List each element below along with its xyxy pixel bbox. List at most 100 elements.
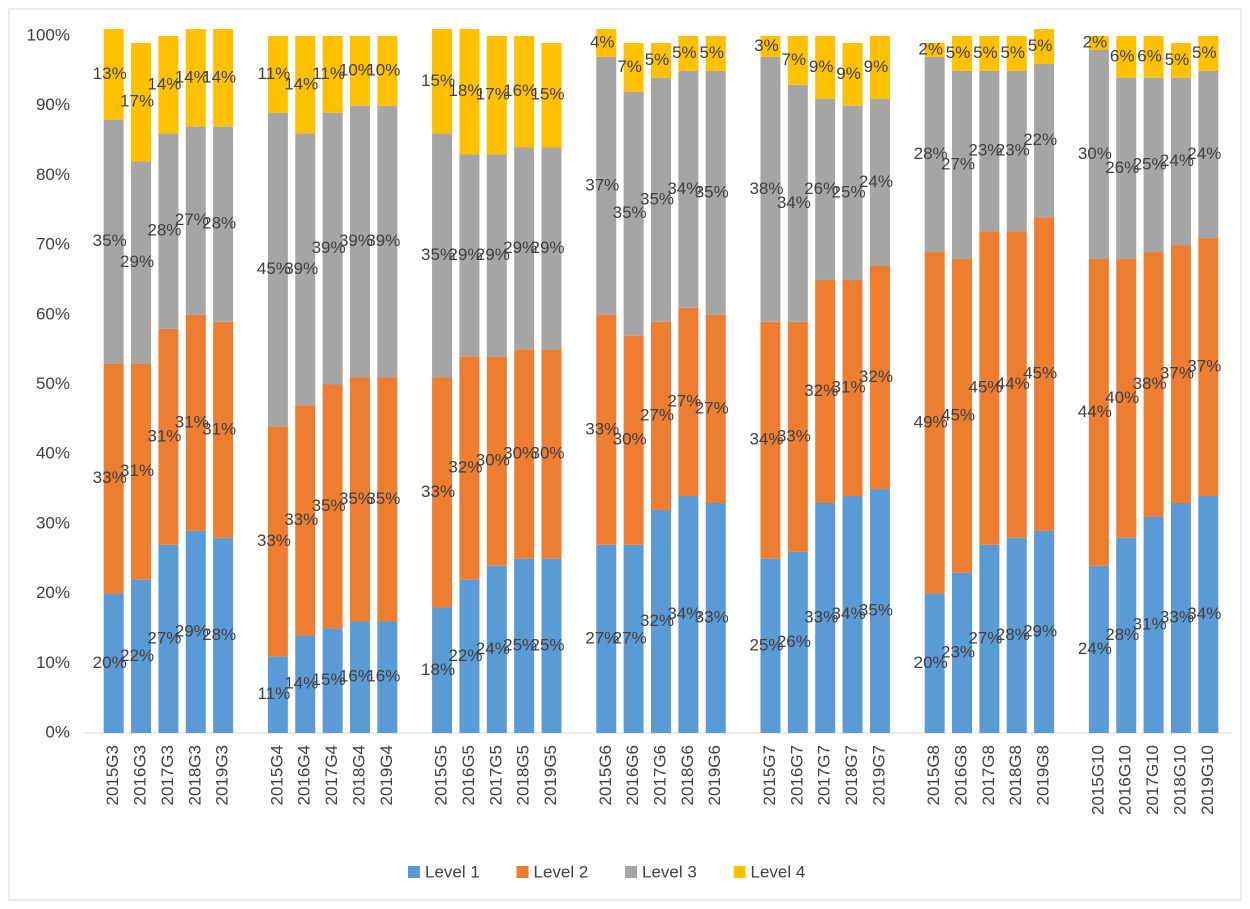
bar-segment	[596, 544, 617, 733]
data-label: 31%	[1133, 614, 1167, 633]
bar-segment	[760, 36, 781, 57]
data-label: 32%	[640, 611, 674, 630]
bar-segment	[459, 29, 480, 155]
bar-segment	[1170, 42, 1191, 78]
bar-segment	[924, 593, 945, 733]
bar-segment	[623, 42, 644, 92]
bar-segment	[459, 579, 480, 733]
x-tick-label: 2017G7	[815, 745, 834, 806]
bar-segment	[869, 489, 890, 733]
y-tick-label: 10%	[36, 653, 70, 672]
data-label: 35%	[640, 189, 674, 208]
bar-segment	[322, 112, 343, 385]
bar-segment	[952, 70, 973, 260]
data-label: 14%	[175, 67, 209, 86]
x-tick-label: 2017G5	[486, 745, 505, 806]
data-label: 27%	[613, 628, 647, 647]
bar-segment	[760, 321, 781, 559]
bar-segment	[842, 496, 863, 733]
data-label: 31%	[175, 412, 209, 431]
x-tick-label: 2019G6	[705, 745, 724, 806]
legend-label: Level 2	[534, 862, 589, 881]
data-label: 25%	[749, 635, 783, 654]
data-label: 24%	[476, 639, 510, 658]
x-tick-label: 2015G5	[432, 745, 451, 806]
data-label: 10%	[339, 60, 373, 79]
data-label: 29%	[531, 238, 565, 257]
bar-segment	[295, 133, 316, 406]
data-label: 5%	[1028, 36, 1053, 55]
y-tick-label: 20%	[36, 583, 70, 602]
data-label: 4%	[590, 32, 615, 51]
x-tick-label: 2019G8	[1034, 745, 1053, 806]
data-label: 28%	[914, 144, 948, 163]
bar-segment	[623, 91, 644, 336]
data-label: 25%	[503, 635, 537, 654]
data-label: 45%	[941, 405, 975, 424]
legend-label: Level 4	[751, 862, 806, 881]
data-label: 17%	[476, 85, 510, 104]
data-label: 16%	[339, 667, 373, 686]
data-label: 5%	[672, 43, 697, 62]
bar-segment	[1088, 36, 1109, 50]
data-label: 5%	[946, 43, 971, 62]
data-label: 24%	[1160, 151, 1194, 170]
data-label: 9%	[864, 57, 889, 76]
bar-segment	[158, 36, 179, 134]
data-label: 29%	[448, 245, 482, 264]
bar-segment	[678, 496, 699, 733]
bar-segment	[1198, 70, 1219, 239]
data-label: 14%	[284, 74, 318, 93]
data-label: 32%	[859, 367, 893, 386]
bar-segment	[349, 105, 370, 378]
data-label: 5%	[1000, 43, 1025, 62]
data-label: 27%	[941, 154, 975, 173]
data-label: 24%	[1078, 639, 1112, 658]
data-label: 33%	[257, 531, 291, 550]
bar-segment	[924, 42, 945, 57]
data-label: 27%	[968, 628, 1002, 647]
bar-segment	[349, 621, 370, 733]
data-label: 29%	[175, 621, 209, 640]
bar-segment	[1116, 537, 1137, 733]
bar-segment	[541, 558, 562, 733]
bar-segment	[952, 572, 973, 733]
bar-segment	[486, 356, 507, 566]
data-label: 28%	[147, 221, 181, 240]
bar-segment	[131, 42, 152, 162]
bar-segment	[103, 593, 124, 733]
data-label: 23%	[968, 140, 1002, 159]
data-label: 6%	[1137, 46, 1162, 65]
legend-swatch	[625, 866, 637, 878]
data-label: 34%	[749, 430, 783, 449]
bar-segment	[103, 29, 124, 120]
y-tick-label: 70%	[36, 235, 70, 254]
bar-segment	[815, 36, 836, 99]
data-label: 39%	[339, 231, 373, 250]
bar-segment	[1116, 259, 1137, 538]
bar-segment	[623, 544, 644, 733]
data-label: 27%	[175, 210, 209, 229]
bar-segment	[815, 279, 836, 503]
x-tick-label: 2018G8	[1006, 745, 1025, 806]
bar-segment	[514, 349, 535, 559]
x-tick-label: 2018G6	[678, 745, 697, 806]
x-tick-label: 2015G10	[1088, 745, 1107, 815]
x-tick-label: 2016G10	[1116, 745, 1135, 815]
data-label: 2%	[918, 39, 943, 58]
bar-segment	[705, 36, 726, 71]
bar-segment	[651, 509, 671, 733]
data-label: 33%	[284, 510, 318, 529]
data-label: 35%	[695, 182, 729, 201]
data-label: 35%	[421, 245, 455, 264]
bar-segment	[1006, 231, 1027, 538]
y-tick-label: 90%	[36, 95, 70, 114]
bar-segment	[924, 56, 945, 253]
data-label: 18%	[448, 81, 482, 100]
bar-segment	[979, 544, 1000, 733]
bar-segment	[1143, 77, 1164, 253]
bar-segment	[979, 70, 1000, 232]
bar-segment	[322, 384, 343, 629]
data-label: 5%	[1192, 43, 1217, 62]
bar-segment	[432, 133, 453, 378]
